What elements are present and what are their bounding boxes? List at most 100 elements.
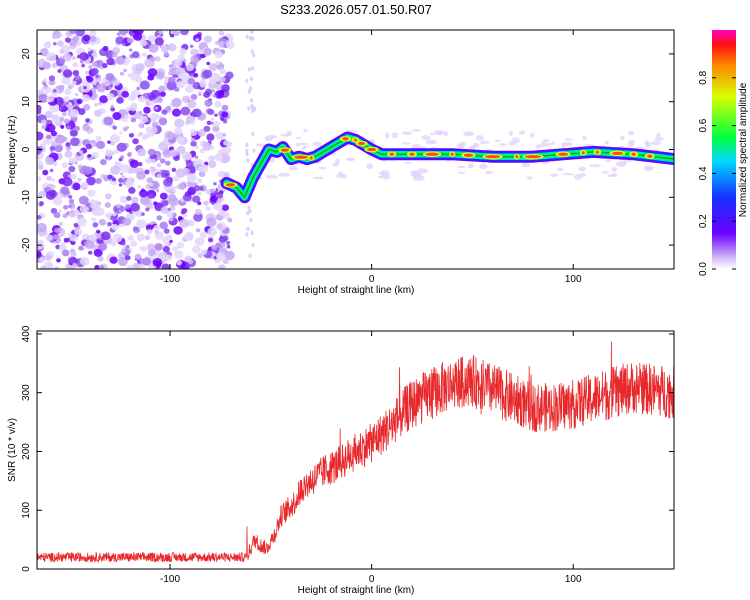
noise-blob xyxy=(115,36,125,45)
noise-blob xyxy=(109,141,115,146)
noise-blob xyxy=(130,240,138,247)
noise-blob xyxy=(169,149,178,157)
spectrogram-x-axis-label: Height of straight line (km) xyxy=(298,285,415,296)
noise-blob xyxy=(119,195,128,204)
noise-blob xyxy=(70,251,77,257)
noise-blob xyxy=(245,142,249,148)
noise-blob xyxy=(83,103,91,111)
noise-blob xyxy=(247,67,251,72)
noise-blob xyxy=(171,188,176,193)
noise-blob xyxy=(88,234,97,242)
noise-blob xyxy=(246,211,250,216)
noise-blob xyxy=(106,221,112,227)
spectrogram-xtick-label: 0 xyxy=(369,274,375,285)
noise-blob xyxy=(494,139,501,142)
noise-blob xyxy=(74,74,81,81)
noise-blob xyxy=(190,120,196,125)
noise-blob xyxy=(168,76,176,84)
noise-blob xyxy=(38,165,44,170)
noise-blob xyxy=(144,169,150,175)
noise-blob xyxy=(124,114,129,119)
noise-blob xyxy=(611,173,617,176)
noise-blob xyxy=(137,122,144,129)
noise-blob xyxy=(61,162,69,169)
noise-blob xyxy=(80,256,90,266)
noise-blob xyxy=(250,104,254,109)
noise-blob xyxy=(99,158,107,166)
noise-blob xyxy=(115,55,126,65)
noise-blob xyxy=(180,30,189,36)
noise-blob xyxy=(194,237,205,246)
noise-blob xyxy=(37,201,40,206)
noise-blob xyxy=(49,168,54,173)
noise-blob xyxy=(207,227,218,237)
noise-blob xyxy=(562,172,575,176)
noise-blob xyxy=(195,38,199,42)
noise-blob xyxy=(86,176,96,186)
noise-blob xyxy=(154,106,159,110)
noise-blob xyxy=(116,203,121,208)
noise-blob xyxy=(76,98,83,105)
noise-blob xyxy=(58,244,67,252)
noise-blob xyxy=(540,141,546,147)
noise-blob xyxy=(155,71,165,80)
noise-blob xyxy=(44,110,53,119)
snr-ytick-label: 200 xyxy=(21,443,32,460)
noise-blob xyxy=(193,184,201,192)
noise-blob xyxy=(125,204,131,209)
noise-blob xyxy=(42,61,51,70)
noise-blob xyxy=(134,63,145,73)
noise-blob xyxy=(252,148,256,153)
noise-blob xyxy=(104,202,112,208)
noise-blob xyxy=(411,129,421,132)
snr-plot-area xyxy=(37,331,674,569)
noise-blob xyxy=(211,244,218,251)
noise-blob xyxy=(190,140,197,147)
noise-blob xyxy=(161,263,171,269)
noise-blob xyxy=(89,30,97,37)
noise-blob xyxy=(156,162,162,168)
noise-blob xyxy=(68,198,75,204)
noise-blob xyxy=(225,40,235,50)
noise-blob xyxy=(206,217,217,227)
noise-blob xyxy=(118,183,123,187)
noise-blob xyxy=(122,217,132,226)
noise-blob xyxy=(179,48,187,55)
noise-blob xyxy=(72,35,80,42)
noise-blob xyxy=(147,68,158,77)
noise-blob xyxy=(54,228,60,233)
colorbar-tick-label: 0.2 xyxy=(698,214,709,228)
noise-blob xyxy=(46,95,55,103)
noise-blob xyxy=(199,231,208,239)
noise-blob xyxy=(98,218,107,226)
noise-blob xyxy=(161,237,168,243)
noise-blob xyxy=(37,146,42,155)
noise-blob xyxy=(165,173,169,177)
noise-blob xyxy=(190,55,199,63)
noise-blob xyxy=(72,62,79,68)
spectrogram-ytick-label: -20 xyxy=(21,237,32,252)
noise-blob xyxy=(210,188,216,193)
noise-blob xyxy=(542,139,550,143)
noise-blob xyxy=(190,222,195,226)
snr-ytick-label: 300 xyxy=(21,384,32,401)
noise-blob xyxy=(210,195,218,203)
noise-blob xyxy=(131,196,139,203)
noise-blob xyxy=(472,142,480,148)
noise-blob xyxy=(218,264,226,269)
noise-blob xyxy=(200,50,205,55)
noise-blob xyxy=(118,30,129,36)
noise-blob xyxy=(180,106,191,116)
noise-blob xyxy=(193,182,198,186)
noise-blob xyxy=(150,89,161,99)
noise-blob xyxy=(158,117,168,126)
noise-blob xyxy=(194,145,199,149)
noise-blob xyxy=(615,161,627,168)
noise-blob xyxy=(129,159,139,168)
noise-blob xyxy=(108,86,112,90)
noise-blob xyxy=(69,82,75,88)
noise-blob xyxy=(146,229,153,235)
noise-blob xyxy=(136,86,141,91)
spectrogram-xtick-label: 100 xyxy=(565,274,582,285)
